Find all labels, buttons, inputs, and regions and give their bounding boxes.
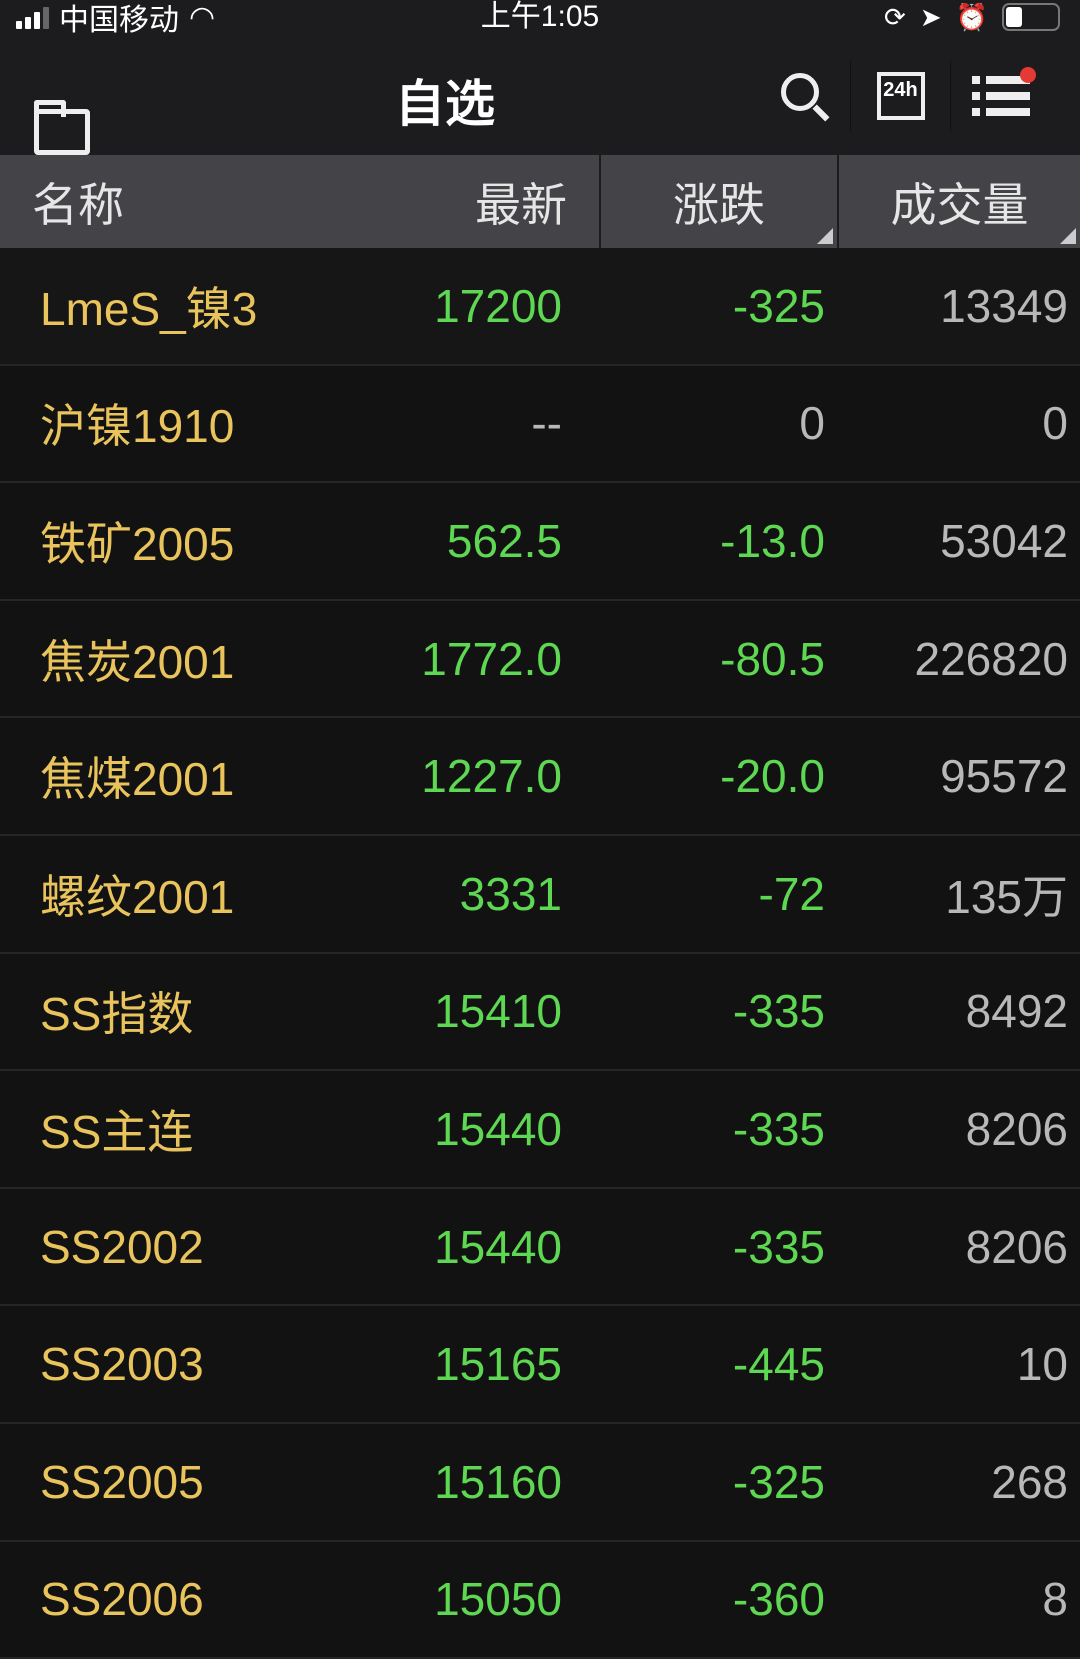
price-change: -335	[732, 985, 825, 1038]
latest-price: 3331	[459, 867, 562, 920]
table-row[interactable]: 沪镍1910 -- 0 0	[0, 365, 1080, 484]
table-row[interactable]: SS主连 15440 -335 8206	[0, 1071, 1080, 1189]
price-change: -335	[732, 1220, 825, 1273]
price-change: -335	[732, 1102, 825, 1155]
table-row[interactable]: SS2006 15050 -360 8	[0, 1541, 1080, 1659]
volume: 135万	[945, 870, 1068, 923]
wifi-icon: ◠	[189, 0, 216, 34]
instrument-name: SS2002	[40, 1220, 204, 1273]
latest-price: 1227.0	[421, 750, 562, 803]
table-row[interactable]: SS2005 15160 -325 268	[0, 1423, 1080, 1542]
volume: 95572	[940, 750, 1068, 803]
instrument-name: 螺纹2001	[40, 870, 235, 923]
instrument-name: 焦炭2001	[40, 635, 235, 688]
table-row[interactable]: 螺纹2001 3331 -72 135万	[0, 835, 1080, 954]
price-change: -80.5	[720, 632, 825, 685]
notification-dot	[1020, 67, 1036, 83]
header-volume[interactable]: 成交量	[837, 155, 1080, 248]
latest-price: 1772.0	[421, 632, 562, 685]
price-change: -325	[732, 279, 825, 332]
volume: 0	[1042, 397, 1068, 450]
news-24h-icon: 24h	[876, 72, 925, 120]
latest-price: --	[531, 397, 562, 450]
status-bar: 中国移动 ◠ 上午1:05 ⟳ ➤ ⏰	[0, 0, 1080, 37]
rotation-lock-icon: ⟳	[884, 1, 906, 32]
search-icon	[781, 73, 819, 111]
folder-icon[interactable]	[34, 100, 90, 155]
header-change-label: 涨跌	[673, 178, 765, 231]
menu-list-icon	[971, 76, 1030, 116]
instrument-name: SS2003	[40, 1338, 204, 1391]
latest-price: 15410	[434, 985, 562, 1038]
menu-button[interactable]	[950, 61, 1050, 131]
clock: 上午1:05	[480, 0, 600, 33]
latest-price: 15050	[434, 1573, 562, 1626]
table-row[interactable]: 铁矿2005 562.5 -13.0 53042	[0, 483, 1080, 601]
latest-price: 15440	[434, 1220, 562, 1273]
instrument-name: SS2005	[40, 1455, 204, 1508]
header-name[interactable]: 名称	[32, 178, 124, 231]
volume: 268	[991, 1455, 1068, 1508]
price-change: -13.0	[720, 514, 825, 567]
latest-price: 15160	[434, 1455, 562, 1508]
nav-bar: 自选 24h	[0, 34, 1080, 155]
page-title: 自选	[395, 76, 495, 132]
news-24h-button[interactable]: 24h	[850, 61, 950, 131]
header-latest[interactable]: 最新	[475, 178, 567, 231]
table-row[interactable]: 焦炭2001 1772.0 -80.5 226820	[0, 600, 1080, 719]
volume: 53042	[940, 514, 1068, 567]
latest-price: 17200	[434, 279, 562, 332]
price-change: -72	[758, 867, 825, 920]
volume: 226820	[914, 632, 1069, 685]
price-change: -360	[732, 1573, 825, 1626]
table-row[interactable]: 焦煤2001 1227.0 -20.0 95572	[0, 718, 1080, 836]
latest-price: 562.5	[446, 514, 562, 567]
latest-price: 15440	[434, 1102, 562, 1155]
sort-indicator-icon	[1060, 228, 1076, 244]
volume: 10	[1016, 1338, 1068, 1391]
price-change: -445	[732, 1338, 825, 1391]
instrument-name: SS指数	[40, 988, 194, 1041]
carrier: 中国移动	[59, 4, 179, 37]
instrument-name: 铁矿2005	[40, 517, 235, 570]
instrument-name: SS主连	[40, 1105, 194, 1158]
location-icon: ➤	[919, 1, 942, 32]
header-volume-label: 成交量	[890, 178, 1029, 231]
battery-icon	[1002, 3, 1060, 31]
quote-list: LmeS_镍3 17200 -325 13349 沪镍1910 -- 0 0 铁矿2…	[0, 248, 1080, 1659]
table-header: 名称 最新 涨跌 成交量	[0, 155, 1080, 248]
instrument-name: LmeS_镍3	[40, 282, 258, 335]
latest-price: 15165	[434, 1338, 562, 1391]
signal-icon	[16, 5, 49, 29]
volume: 8	[1042, 1573, 1068, 1626]
price-change: 0	[799, 397, 825, 450]
table-row[interactable]: SS2002 15440 -335 8206	[0, 1188, 1080, 1307]
alarm-icon: ⏰	[955, 1, 988, 32]
table-row[interactable]: SS2003 15165 -445 10	[0, 1306, 1080, 1424]
volume: 8206	[965, 1220, 1068, 1273]
instrument-name: SS2006	[40, 1573, 204, 1626]
volume: 13349	[940, 279, 1068, 332]
search-button[interactable]	[750, 61, 850, 131]
volume: 8206	[965, 1102, 1068, 1155]
header-change[interactable]: 涨跌	[599, 155, 837, 248]
table-row[interactable]: SS指数 15410 -335 8492	[0, 953, 1080, 1072]
price-change: -20.0	[720, 750, 825, 803]
price-change: -325	[732, 1455, 825, 1508]
sort-indicator-icon	[817, 228, 833, 244]
instrument-name: 焦煤2001	[40, 753, 235, 806]
volume: 8492	[965, 985, 1068, 1038]
table-row[interactable]: LmeS_镍3 17200 -325 13349	[0, 248, 1080, 366]
instrument-name: 沪镍1910	[40, 400, 235, 453]
